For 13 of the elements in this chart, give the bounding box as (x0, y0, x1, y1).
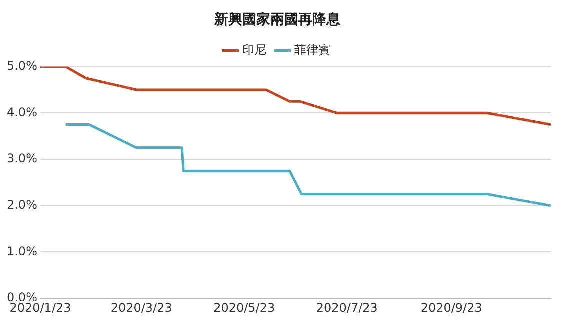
x-tick-label: 2020/7/23 (316, 300, 378, 315)
y-tick-label: 2.0% (6, 198, 38, 212)
x-tick-label: 2020/3/23 (110, 300, 172, 315)
x-tick-label: 2020/1/23 (10, 300, 72, 315)
y-tick-label: 5.0% (6, 58, 38, 73)
legend-label: 印尼 (242, 42, 266, 57)
x-tick-label: 2020/5/23 (214, 300, 276, 315)
x-tick-label: 2020/9/23 (420, 300, 482, 315)
y-tick-label: 1.0% (6, 244, 38, 258)
y-tick-label: 3.0% (6, 152, 38, 166)
chart-title: 新興國家兩國再降息 (214, 11, 342, 28)
legend-label: 菲律賓 (294, 42, 330, 57)
y-tick-label: 4.0% (6, 105, 38, 120)
